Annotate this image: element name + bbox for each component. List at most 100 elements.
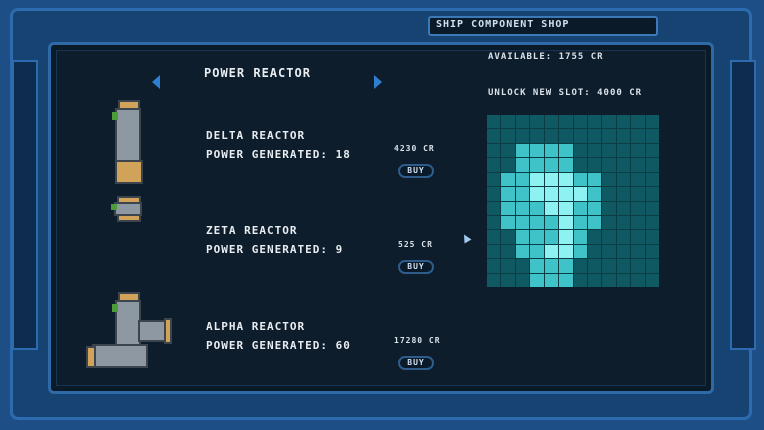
grid-cell[interactable] bbox=[602, 215, 616, 230]
prev-category-arrow-icon[interactable] bbox=[152, 75, 160, 89]
grid-cell[interactable] bbox=[631, 143, 645, 158]
grid-cell[interactable] bbox=[631, 273, 645, 287]
grid-cell[interactable] bbox=[544, 215, 559, 230]
grid-cell[interactable] bbox=[559, 215, 573, 230]
grid-cell[interactable] bbox=[631, 230, 645, 244]
grid-cell[interactable] bbox=[530, 273, 544, 287]
grid-cell[interactable] bbox=[602, 115, 616, 129]
grid-cell[interactable] bbox=[616, 230, 631, 244]
grid-cell[interactable] bbox=[587, 259, 602, 273]
grid-cell[interactable] bbox=[602, 143, 616, 158]
grid-cell[interactable] bbox=[515, 215, 530, 230]
grid-cell[interactable] bbox=[515, 244, 530, 259]
grid-cell[interactable] bbox=[559, 172, 573, 187]
buy-button[interactable]: BUY bbox=[398, 356, 434, 370]
grid-cell[interactable] bbox=[530, 201, 544, 215]
grid-cell[interactable] bbox=[602, 259, 616, 273]
grid-cell[interactable] bbox=[573, 273, 587, 287]
grid-cell[interactable] bbox=[515, 158, 530, 172]
component-slot-grid[interactable] bbox=[487, 115, 659, 287]
grid-cell[interactable] bbox=[573, 115, 587, 129]
grid-cell[interactable] bbox=[530, 172, 544, 187]
grid-cell[interactable] bbox=[631, 215, 645, 230]
grid-cell[interactable] bbox=[631, 158, 645, 172]
grid-cell[interactable] bbox=[573, 230, 587, 244]
grid-cell[interactable] bbox=[587, 201, 602, 215]
grid-cell[interactable] bbox=[501, 158, 515, 172]
grid-cell[interactable] bbox=[487, 143, 501, 158]
grid-cell[interactable] bbox=[487, 201, 501, 215]
grid-cell[interactable] bbox=[515, 187, 530, 201]
grid-cell[interactable] bbox=[487, 259, 501, 273]
grid-cell[interactable] bbox=[587, 215, 602, 230]
grid-cell[interactable] bbox=[559, 187, 573, 201]
grid-cell[interactable] bbox=[587, 187, 602, 201]
grid-cell[interactable] bbox=[559, 244, 573, 259]
grid-cell[interactable] bbox=[515, 129, 530, 143]
grid-cell[interactable] bbox=[645, 115, 659, 129]
grid-cell[interactable] bbox=[602, 172, 616, 187]
grid-cell[interactable] bbox=[602, 129, 616, 143]
grid-cell[interactable] bbox=[544, 201, 559, 215]
grid-cell[interactable] bbox=[645, 172, 659, 187]
grid-cell[interactable] bbox=[530, 129, 544, 143]
grid-cell[interactable] bbox=[487, 230, 501, 244]
grid-cell[interactable] bbox=[602, 244, 616, 259]
grid-cell[interactable] bbox=[645, 158, 659, 172]
grid-cell[interactable] bbox=[559, 259, 573, 273]
grid-cell[interactable] bbox=[645, 244, 659, 259]
grid-cell[interactable] bbox=[573, 244, 587, 259]
grid-cell[interactable] bbox=[573, 187, 587, 201]
grid-cell[interactable] bbox=[559, 143, 573, 158]
grid-cell[interactable] bbox=[515, 230, 530, 244]
grid-cell[interactable] bbox=[573, 158, 587, 172]
buy-button[interactable]: BUY bbox=[398, 164, 434, 178]
grid-cell[interactable] bbox=[645, 259, 659, 273]
grid-cell[interactable] bbox=[631, 244, 645, 259]
grid-cell[interactable] bbox=[645, 129, 659, 143]
grid-cell[interactable] bbox=[573, 201, 587, 215]
grid-cell[interactable] bbox=[544, 230, 559, 244]
grid-cell[interactable] bbox=[515, 201, 530, 215]
grid-cell[interactable] bbox=[544, 129, 559, 143]
grid-cell[interactable] bbox=[616, 172, 631, 187]
grid-cell[interactable] bbox=[573, 129, 587, 143]
grid-cell[interactable] bbox=[530, 158, 544, 172]
grid-cell[interactable] bbox=[501, 143, 515, 158]
grid-cell[interactable] bbox=[645, 273, 659, 287]
grid-cell[interactable] bbox=[501, 187, 515, 201]
grid-cell[interactable] bbox=[616, 115, 631, 129]
grid-cell[interactable] bbox=[530, 115, 544, 129]
grid-cell[interactable] bbox=[587, 129, 602, 143]
grid-cell[interactable] bbox=[587, 244, 602, 259]
grid-cell[interactable] bbox=[487, 215, 501, 230]
grid-cell[interactable] bbox=[631, 187, 645, 201]
grid-cell[interactable] bbox=[487, 129, 501, 143]
grid-cell[interactable] bbox=[501, 172, 515, 187]
grid-cell[interactable] bbox=[530, 244, 544, 259]
grid-cell[interactable] bbox=[559, 201, 573, 215]
grid-cell[interactable] bbox=[559, 129, 573, 143]
grid-cell[interactable] bbox=[559, 158, 573, 172]
grid-cell[interactable] bbox=[616, 201, 631, 215]
grid-cell[interactable] bbox=[530, 215, 544, 230]
grid-cell[interactable] bbox=[602, 158, 616, 172]
grid-cell[interactable] bbox=[544, 143, 559, 158]
next-category-arrow-icon[interactable] bbox=[374, 75, 382, 89]
grid-cell[interactable] bbox=[544, 259, 559, 273]
grid-cell[interactable] bbox=[616, 244, 631, 259]
grid-cell[interactable] bbox=[544, 273, 559, 287]
grid-cell[interactable] bbox=[544, 244, 559, 259]
grid-cell[interactable] bbox=[587, 158, 602, 172]
grid-cell[interactable] bbox=[616, 158, 631, 172]
grid-cell[interactable] bbox=[515, 259, 530, 273]
grid-cell[interactable] bbox=[501, 230, 515, 244]
grid-cell[interactable] bbox=[631, 201, 645, 215]
grid-cell[interactable] bbox=[587, 115, 602, 129]
grid-cell[interactable] bbox=[645, 215, 659, 230]
grid-cell[interactable] bbox=[559, 273, 573, 287]
grid-cell[interactable] bbox=[501, 273, 515, 287]
grid-cell[interactable] bbox=[631, 129, 645, 143]
grid-cell[interactable] bbox=[616, 215, 631, 230]
grid-cell[interactable] bbox=[645, 143, 659, 158]
